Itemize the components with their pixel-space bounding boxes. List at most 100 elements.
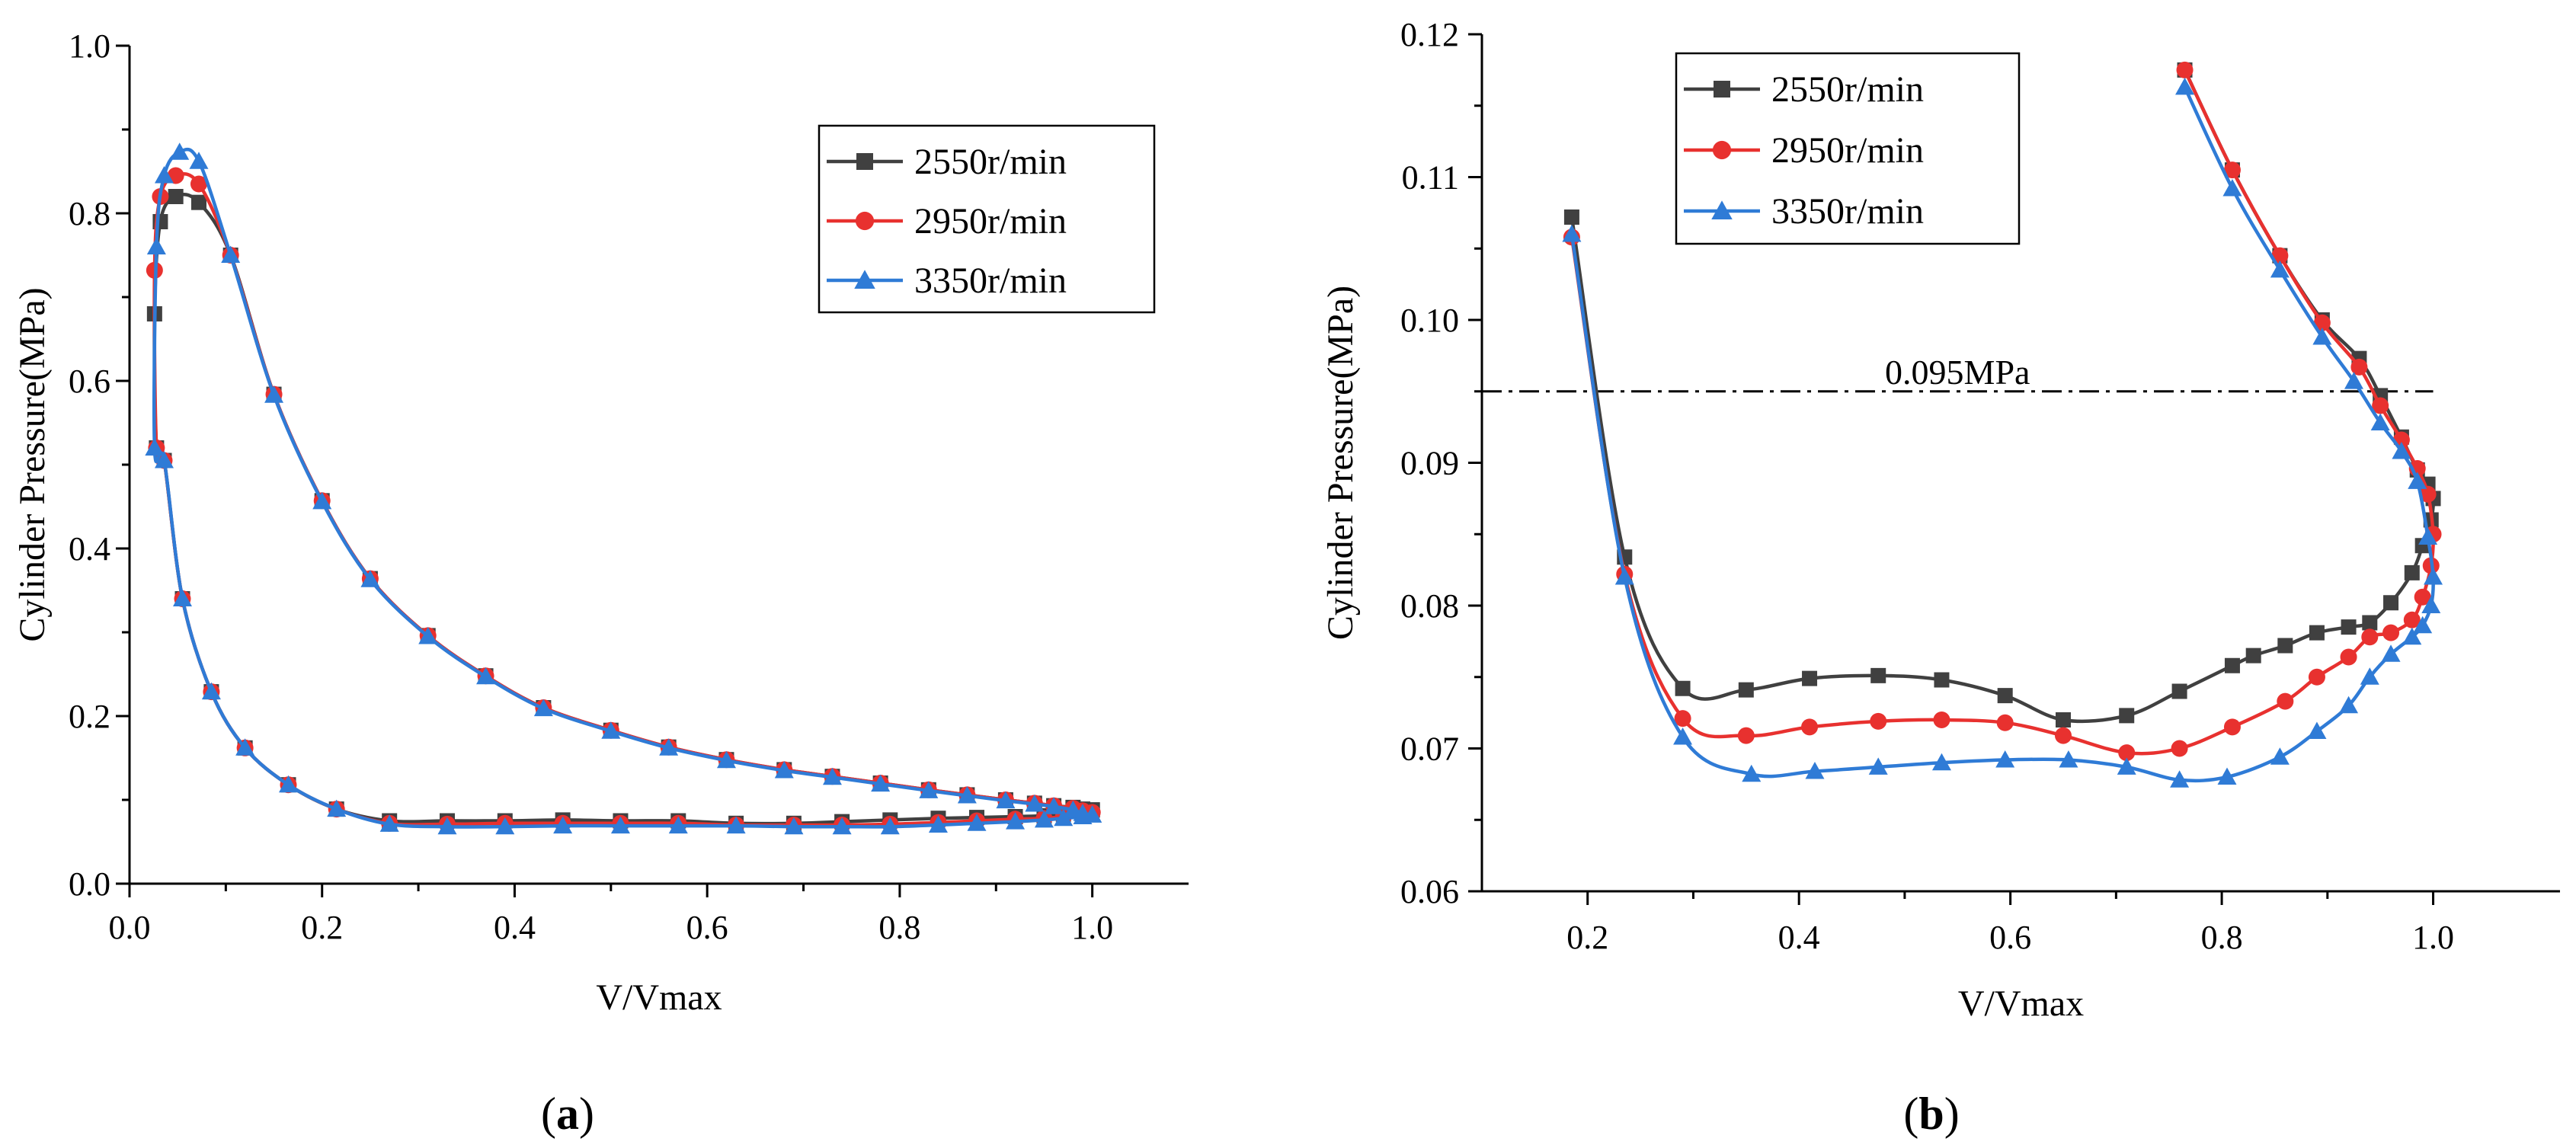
y-tick-label: 0.09	[1400, 445, 1459, 482]
x-tick-label: 1.0	[2412, 919, 2454, 956]
y-tick-label: 0.06	[1400, 873, 1459, 910]
data-point	[1934, 672, 1950, 688]
data-point	[919, 781, 939, 798]
legend-swatch-marker	[855, 211, 875, 231]
data-point	[2383, 595, 2399, 611]
data-point	[957, 786, 977, 804]
legend-swatch-marker	[854, 270, 875, 289]
data-point	[189, 152, 209, 169]
data-point	[168, 189, 184, 204]
data-point	[2360, 667, 2379, 685]
data-point	[2171, 740, 2188, 757]
data-point	[553, 816, 573, 834]
data-point	[279, 775, 298, 793]
data-point	[1870, 667, 1886, 683]
data-point	[2419, 485, 2437, 503]
data-point	[2270, 260, 2290, 278]
data-point	[2175, 77, 2195, 95]
data-point	[1083, 805, 1102, 823]
data-point	[2270, 747, 2290, 765]
data-point	[1034, 810, 1054, 828]
data-point	[1997, 688, 2013, 704]
plot-area	[145, 142, 1102, 835]
data-point	[871, 774, 891, 792]
y-tick-label: 0.0	[69, 865, 110, 903]
data-point	[1006, 812, 1026, 830]
y-tick-label: 0.12	[1400, 16, 1459, 53]
data-point	[1996, 714, 2014, 731]
legend-swatch-marker	[1714, 81, 1730, 98]
data-point	[235, 738, 255, 756]
data-point	[1044, 797, 1064, 814]
data-point	[2313, 314, 2331, 331]
data-point	[145, 438, 165, 456]
panel-a-label: (a)	[541, 1089, 594, 1139]
data-point	[2381, 644, 2401, 662]
data-point	[2403, 611, 2421, 628]
data-point	[2277, 638, 2293, 654]
series-3350r/min	[1562, 77, 2443, 788]
data-point	[154, 451, 174, 468]
data-point	[2054, 727, 2072, 744]
data-point	[1868, 757, 1888, 775]
plot-area	[1562, 61, 2443, 788]
data-point	[221, 245, 241, 263]
data-point	[2277, 692, 2294, 710]
data-point	[1931, 753, 1951, 771]
data-point	[2176, 61, 2194, 78]
data-point	[967, 814, 987, 831]
data-point	[1933, 712, 1950, 728]
y-tick-label: 0.11	[1402, 159, 1459, 197]
data-point	[2059, 750, 2078, 768]
data-point	[2424, 568, 2443, 585]
legend-swatch-marker	[856, 153, 873, 170]
panel-b: 0.2 0.4 0.6 0.8 1.0 0.06 0.07 0.08 0.09 0.10 0.11 0…	[1320, 16, 2560, 1024]
data-point	[437, 817, 457, 835]
legend-entry-label: 2950r/min	[1771, 130, 1924, 171]
x-tick-label: 0.0	[109, 909, 151, 946]
y-tick-label: 0.4	[69, 530, 110, 568]
data-point	[1063, 800, 1083, 818]
y-tick-label: 0.2	[69, 698, 110, 735]
data-point	[610, 816, 630, 834]
data-point	[668, 816, 688, 834]
data-point	[264, 385, 284, 403]
panel-a: 0.0 0.2 0.4 0.6 0.8 1.0 0.0 0.2 0.4 0.6 0.8 1.0 V/Vm…	[12, 27, 1189, 1018]
data-point	[880, 817, 900, 835]
data-point	[2413, 616, 2433, 634]
data-point	[1801, 718, 1819, 736]
data-point	[190, 194, 206, 210]
data-point	[822, 767, 842, 785]
data-point	[2404, 564, 2420, 580]
data-point	[2361, 628, 2379, 646]
reference-line-label: 0.095MPa	[1885, 353, 2030, 392]
data-point	[2309, 625, 2325, 641]
data-point	[832, 817, 852, 835]
data-point	[2418, 527, 2438, 545]
data-point	[2341, 619, 2357, 635]
data-point	[146, 237, 166, 254]
data-point	[2408, 472, 2427, 489]
data-point	[2312, 328, 2332, 345]
x-tick-label: 0.2	[301, 909, 343, 946]
data-point	[1025, 795, 1045, 812]
panel-b-label: (b)	[1903, 1089, 1959, 1139]
data-point	[1805, 762, 1825, 779]
data-point	[1802, 670, 1818, 686]
legend-swatch-marker	[1711, 200, 1733, 219]
x-tick-label: 0.8	[2201, 919, 2243, 956]
y-axis-label: Cylinder Pressure(MPa)	[1320, 286, 1361, 640]
data-point	[2170, 770, 2190, 788]
data-point	[2370, 413, 2390, 430]
svg-text:(b): (b)	[1903, 1089, 1959, 1139]
data-point	[2223, 161, 2241, 179]
x-tick-label: 0.4	[494, 909, 536, 946]
data-point	[1737, 727, 1755, 744]
data-point	[2245, 648, 2261, 664]
data-point	[2392, 442, 2411, 459]
data-point	[1562, 225, 1582, 242]
data-point	[2362, 615, 2378, 631]
legend: 2550r/min 2950r/min 3350r/min	[1675, 52, 2021, 245]
data-point	[2217, 767, 2237, 785]
y-tick-label: 0.6	[69, 363, 110, 400]
